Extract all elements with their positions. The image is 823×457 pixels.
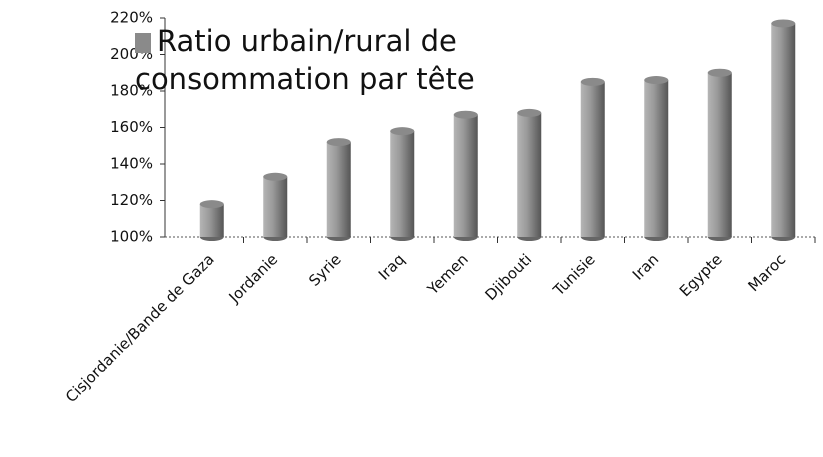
- bar-top: [453, 110, 478, 119]
- y-tick-label: 160%: [110, 118, 153, 136]
- y-tick-label: 140%: [110, 155, 153, 173]
- x-tick-label: Iran: [629, 250, 662, 283]
- y-tick-label: 120%: [110, 191, 153, 209]
- bar: [263, 176, 288, 237]
- x-tick-label: Cisjordanie/Bande de Gaza: [62, 250, 218, 406]
- bar: [390, 131, 415, 237]
- x-tick-label: Yemen: [423, 250, 472, 299]
- bar-top: [263, 172, 288, 181]
- x-tick-label: Iraq: [375, 250, 408, 283]
- bar-top: [707, 68, 732, 77]
- bar: [326, 142, 351, 237]
- bar-top: [771, 19, 796, 28]
- bar: [644, 80, 669, 237]
- bar: [453, 114, 478, 237]
- bar-top: [580, 77, 605, 86]
- bar: [580, 81, 605, 237]
- y-tick-label: 220%: [110, 9, 153, 27]
- x-tick-label: Syrie: [305, 250, 345, 290]
- y-tick-label: 100%: [110, 228, 153, 246]
- x-tick-label: Djibouti: [481, 250, 535, 304]
- legend-key: [135, 33, 151, 53]
- bar: [771, 23, 796, 237]
- bar-top: [644, 76, 669, 85]
- bar-top: [326, 138, 351, 147]
- bar: [199, 204, 224, 237]
- y-tick-label: 180%: [110, 82, 153, 100]
- x-tick-label: Jordanie: [225, 250, 282, 307]
- bar: [707, 72, 732, 237]
- bar-top: [517, 108, 542, 117]
- x-tick-label: Egypte: [676, 250, 726, 300]
- legend-label: Ratio urbain/rural de consommation par t…: [135, 24, 475, 96]
- x-tick-label: Tunisie: [549, 250, 599, 300]
- bar-top: [390, 127, 415, 136]
- x-tick-label: Maroc: [744, 250, 789, 295]
- legend: Ratio urbain/rural de consommation par t…: [135, 22, 535, 98]
- bar: [517, 112, 542, 237]
- bar-top: [199, 200, 224, 209]
